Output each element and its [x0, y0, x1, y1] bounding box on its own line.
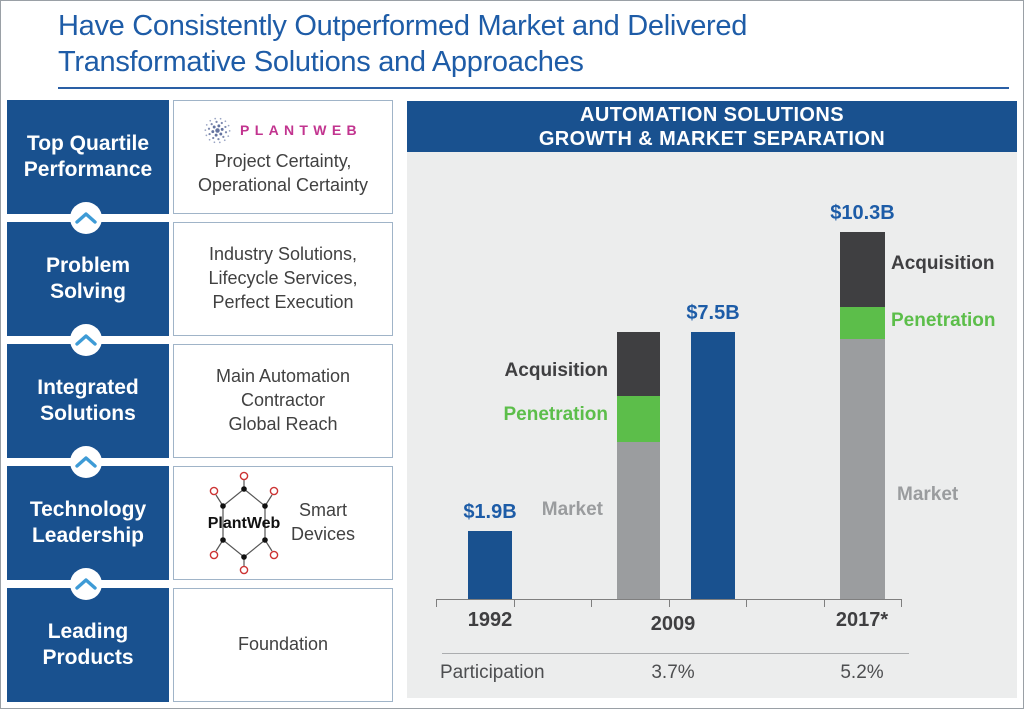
plantweb-logo-row: PLANTWEB	[204, 117, 362, 144]
segment-label-market-2017: Market	[897, 484, 959, 505]
segment-acquisition-2017	[840, 232, 885, 307]
segment-label-acquisition-2009: Acquisition	[504, 360, 608, 381]
pillar-row-integrated-solutions: Integrated Solutions Main Automation Con…	[7, 344, 393, 458]
axis-tick	[669, 599, 670, 607]
participation-divider	[442, 653, 909, 654]
pillar-row-top-quartile: Top Quartile Performance PLANTWEB Projec…	[7, 100, 393, 214]
pillar-list: Top Quartile Performance PLANTWEB Projec…	[7, 100, 393, 702]
pillar-label-problem-solving: Problem Solving	[7, 222, 169, 336]
pillar-label-leading-products: Leading Products	[7, 588, 169, 702]
participation-row-label: Participation	[440, 662, 545, 683]
segment-label-penetration-2017: Penetration	[891, 310, 996, 331]
x-label-1992: 1992	[467, 609, 513, 631]
plantweb-wordmark: PLANTWEB	[240, 121, 362, 138]
chart-title: AUTOMATION SOLUTIONS GROWTH & MARKET SEP…	[407, 101, 1017, 152]
chevron-up-icon	[70, 202, 102, 234]
chart-panel: AUTOMATION SOLUTIONS GROWTH & MARKET SEP…	[407, 101, 1017, 698]
plantweb-burst-icon	[204, 117, 231, 143]
axis-tick	[824, 599, 825, 607]
segment-label-acquisition-2017: Acquisition	[891, 253, 995, 274]
bar-buildup-2017	[840, 232, 885, 599]
participation-value-2009: 3.7%	[651, 662, 695, 683]
segment-penetration-2009	[617, 396, 660, 442]
chart-title-line-1: AUTOMATION SOLUTIONS	[580, 104, 844, 126]
pillar-label-top-quartile: Top Quartile Performance	[7, 100, 169, 214]
segment-label-penetration-2009: Penetration	[503, 404, 608, 425]
bar-sales-2009	[691, 332, 735, 599]
pillar-detail-text: Project Certainty, Operational Certainty	[197, 150, 369, 195]
pillar-detail-technology-leadership: PlantWeb Smart Devices	[173, 466, 393, 580]
pillar-row-problem-solving: Problem Solving Industry Solutions, Life…	[7, 222, 393, 336]
pillar-row-leading-products: Leading Products Foundation	[7, 588, 393, 702]
chart-title-line-2: GROWTH & MARKET SEPARATION	[538, 128, 886, 150]
chart-plot: 1992 2009 2017* Acquisition Penetration …	[407, 152, 1017, 698]
title-line-2: Transformative Solutions and Approaches	[58, 46, 584, 78]
chevron-up-icon	[70, 324, 102, 356]
plantweb-molecule-icon: PlantWeb	[208, 471, 281, 575]
x-label-2009: 2009	[650, 613, 696, 635]
bar-value-buildup-2017: $10.3B	[830, 202, 895, 224]
pillar-row-technology-leadership: Technology Leadership	[7, 466, 393, 580]
axis-tick	[746, 599, 747, 607]
page-title: Have Consistently Outperformed Market an…	[58, 8, 1008, 80]
axis-tick	[591, 599, 592, 607]
bar-buildup-2009	[617, 332, 660, 599]
chevron-up-icon	[70, 568, 102, 600]
title-divider	[58, 87, 1009, 89]
segment-acquisition-2009	[617, 332, 660, 396]
plantweb-molecule-text: PlantWeb	[208, 515, 281, 532]
axis-tick	[436, 599, 437, 607]
bar-value-sales-2009: $7.5B	[686, 302, 740, 324]
x-axis	[436, 599, 901, 600]
title-line-1: Have Consistently Outperformed Market an…	[58, 10, 748, 42]
pillar-detail-integrated-solutions: Main Automation Contractor Global Reach	[173, 344, 393, 458]
pillar-detail-text: Smart Devices	[290, 500, 356, 544]
pillar-detail-top-quartile: PLANTWEB Project Certainty, Operational …	[173, 100, 393, 214]
segment-market-2009	[617, 442, 660, 599]
participation-value-2017: 5.2%	[840, 662, 884, 683]
pillar-detail-leading-products: Foundation	[173, 588, 393, 702]
pillar-label-technology-leadership: Technology Leadership	[7, 466, 169, 580]
segment-label-market-2009: Market	[541, 499, 603, 520]
x-label-2017: 2017*	[835, 609, 889, 631]
axis-tick	[514, 599, 515, 607]
bar-sales-1992	[468, 531, 512, 599]
segment-market-2017	[840, 339, 885, 599]
pillar-label-integrated-solutions: Integrated Solutions	[7, 344, 169, 458]
pillar-detail-problem-solving: Industry Solutions, Lifecycle Services, …	[173, 222, 393, 336]
bar-value-sales-1992: $1.9B	[463, 501, 517, 523]
chevron-up-icon	[70, 446, 102, 478]
segment-penetration-2017	[840, 307, 885, 339]
axis-tick	[901, 599, 902, 607]
